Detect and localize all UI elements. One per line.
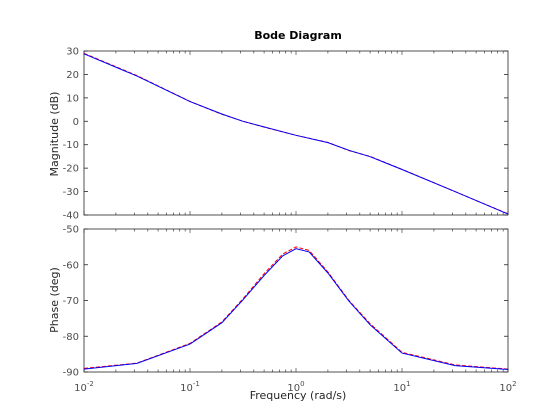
magnitude-panel: 30 20 10 0 -10 -20 -30 -40 (63, 47, 509, 222)
magnitude-axis-label: Magnitude (dB) (48, 92, 61, 177)
x-tick-base: 10 (499, 383, 512, 394)
panel-1-series-1-line (83, 248, 509, 370)
panel-0-ytick-label: -20 (63, 164, 79, 175)
x-tick-exponent: 0 (300, 380, 304, 388)
panel-1-frame (83, 228, 509, 373)
chart-title: Bode Diagram (254, 29, 342, 42)
panel-1-ytick-label: -60 (63, 260, 79, 271)
x-tick-base: 10 (180, 383, 193, 394)
x-tick-base: 10 (74, 383, 87, 394)
panel-1-ytick-label: -80 (63, 332, 79, 343)
phase-panel: -50 -60 -70 -80 -90 (63, 225, 509, 379)
x-tick-base: 10 (393, 383, 406, 394)
panel-0-ytick-label: -40 (63, 211, 79, 222)
phase-axis-label: Phase (deg) (48, 267, 61, 333)
panel-0-ytick-label: 0 (73, 117, 79, 128)
x-tick-label: 100 (287, 380, 304, 394)
panel-0-ytick-label: 30 (66, 47, 79, 58)
x-tick-labels: 10-2 10-1 100 101 102 (74, 380, 516, 394)
x-tick-label: 10-1 (180, 380, 200, 394)
x-tick-exponent: -1 (193, 380, 200, 388)
panel-0-ytick-label: 20 (66, 70, 79, 81)
panel-1-ytick-label: -70 (63, 296, 79, 307)
panel-0-series-1-line (83, 53, 509, 215)
panel-1-ytick-label: -50 (63, 225, 79, 236)
x-tick-label: 10-2 (74, 380, 94, 394)
x-tick-label: 101 (393, 380, 410, 394)
panel-0-frame (83, 50, 509, 216)
panel-0-ytick-label: -10 (63, 140, 79, 151)
panel-0-ytick-label: 10 (66, 93, 79, 104)
x-tick-base: 10 (287, 383, 300, 394)
panel-0-ytick-label: -30 (63, 187, 79, 198)
x-axis-label: Frequency (rad/s) (250, 389, 347, 402)
x-tick-exponent: 2 (512, 380, 516, 388)
x-tick-exponent: 1 (406, 380, 410, 388)
panel-1-ytick-label: -90 (63, 368, 79, 379)
x-tick-exponent: -2 (87, 380, 94, 388)
panel-1-series-0-line (83, 246, 509, 370)
x-tick-label: 102 (499, 380, 516, 394)
